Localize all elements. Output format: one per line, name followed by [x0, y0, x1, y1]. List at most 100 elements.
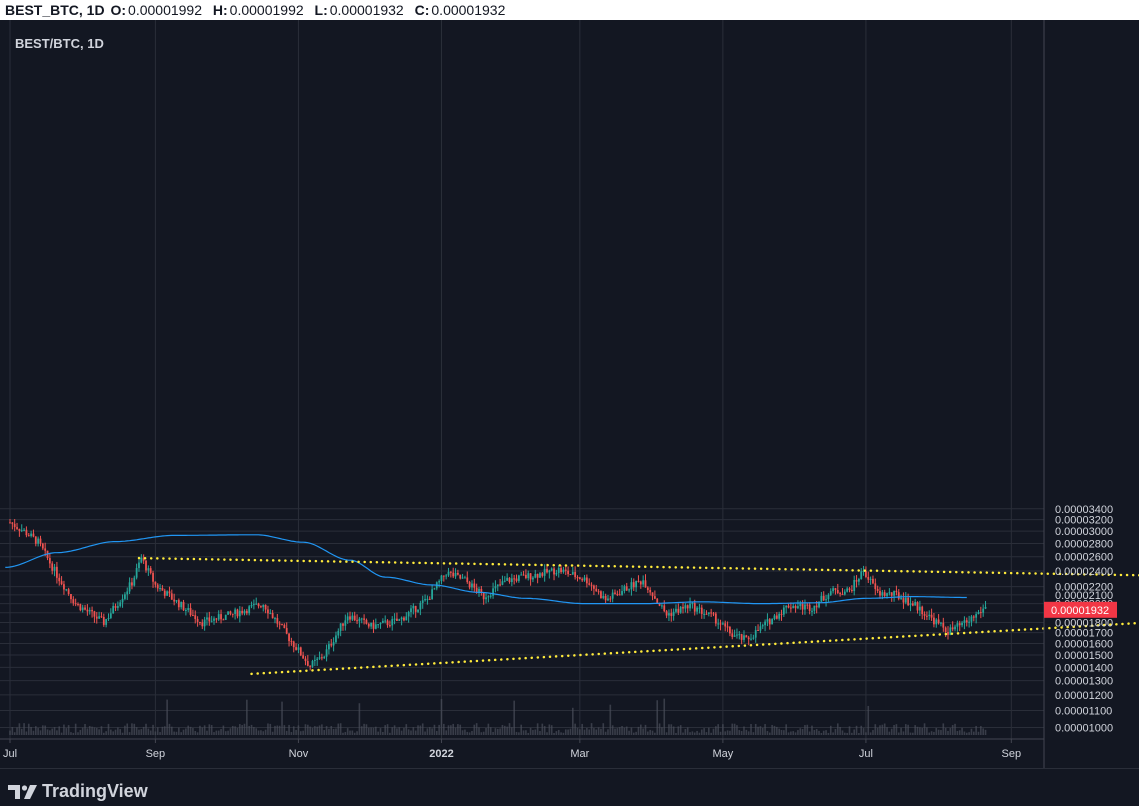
candle-body	[499, 584, 502, 586]
volume-bar	[621, 726, 623, 735]
candle	[133, 575, 136, 587]
candle	[344, 614, 347, 631]
candle	[792, 603, 795, 609]
candle	[846, 586, 849, 593]
volume-bar	[213, 732, 215, 735]
candle-body	[262, 604, 265, 608]
candle	[958, 620, 961, 632]
candle-body	[628, 589, 630, 591]
time-axis[interactable]: Jul Sep Nov 2022 Mar May Jul Sep	[3, 739, 1021, 760]
volume-bar	[135, 727, 138, 735]
candle-body	[522, 574, 525, 576]
candle-body	[649, 589, 652, 593]
candle	[447, 567, 450, 577]
tradingview-logo[interactable]: TradingView	[8, 781, 148, 802]
candle-body	[60, 581, 63, 585]
volume-bar	[787, 732, 790, 735]
candle-body	[635, 580, 638, 588]
candle	[346, 612, 349, 624]
volume-bar	[799, 728, 802, 735]
candle	[768, 617, 771, 630]
candle	[590, 582, 593, 591]
candle-body	[37, 538, 40, 544]
candle	[285, 622, 288, 635]
price-chart[interactable]: 0.000034000.000032000.000030000.00002800…	[0, 20, 1139, 768]
candle	[621, 584, 623, 596]
candle	[653, 590, 656, 600]
volume-bar	[281, 701, 283, 735]
price-axis[interactable]: 0.000034000.000032000.000030000.00002800…	[1055, 504, 1113, 735]
candle	[262, 604, 265, 612]
candle	[907, 593, 910, 607]
candle	[583, 574, 586, 582]
candle-body	[440, 575, 443, 582]
volume-bar	[876, 727, 879, 735]
volume-bar	[686, 727, 689, 735]
last-price-value: 0.00001932	[1051, 605, 1109, 617]
volume-bar	[412, 727, 415, 735]
candle	[250, 601, 253, 609]
volume-bar	[77, 732, 79, 735]
candle	[984, 600, 987, 610]
price-tick-label: 0.00001200	[1055, 690, 1113, 702]
candle	[698, 603, 701, 614]
volume-bar	[618, 727, 621, 735]
candle	[215, 617, 218, 623]
candle	[914, 598, 917, 606]
candle	[705, 610, 708, 615]
candle-body	[679, 606, 682, 613]
candle-body	[187, 608, 190, 610]
volume-bar	[49, 730, 51, 735]
volume-bar	[419, 725, 422, 735]
candle	[60, 576, 63, 586]
candle-body	[703, 613, 706, 615]
candle	[175, 600, 178, 604]
candle	[84, 604, 86, 611]
volume-bar	[818, 730, 820, 735]
candle	[975, 611, 978, 624]
candle	[271, 610, 274, 619]
volume-bar	[393, 725, 396, 735]
volume-bar	[403, 727, 405, 735]
candle	[154, 581, 157, 588]
candle-body	[867, 576, 870, 580]
volume-bar	[750, 724, 752, 735]
volume-bar	[9, 730, 11, 735]
candle	[199, 621, 201, 626]
candle-body	[689, 603, 691, 609]
candle-body	[848, 588, 851, 590]
candle	[189, 603, 192, 617]
candle-body	[646, 587, 649, 590]
candle	[412, 603, 415, 615]
candle-body	[72, 599, 75, 604]
candle-body	[154, 581, 157, 585]
candle-body	[13, 523, 16, 528]
price-tick-label: 0.00002600	[1055, 552, 1113, 564]
candle-body	[872, 578, 874, 584]
candle-body	[653, 596, 656, 599]
candle	[956, 620, 959, 632]
candle	[644, 574, 647, 588]
candle-body	[925, 615, 928, 617]
volume-bar	[325, 726, 328, 735]
candle	[651, 592, 654, 601]
candle	[520, 571, 523, 576]
candle-body	[794, 605, 797, 609]
volume-bar	[145, 723, 147, 735]
volume-bar	[16, 727, 18, 735]
candle-body	[719, 623, 722, 625]
candle-body	[836, 589, 839, 594]
candle	[539, 572, 541, 579]
volume-bar	[285, 730, 288, 735]
candle-body	[672, 611, 675, 616]
candle-body	[135, 568, 138, 578]
volume-bar	[386, 724, 389, 735]
candle-body	[630, 582, 633, 590]
candle	[506, 573, 509, 581]
candle	[196, 616, 199, 627]
volume-bar	[124, 725, 126, 735]
candle	[81, 604, 84, 613]
candle-body	[764, 621, 766, 626]
candle-body	[274, 618, 276, 620]
candle	[597, 589, 600, 595]
